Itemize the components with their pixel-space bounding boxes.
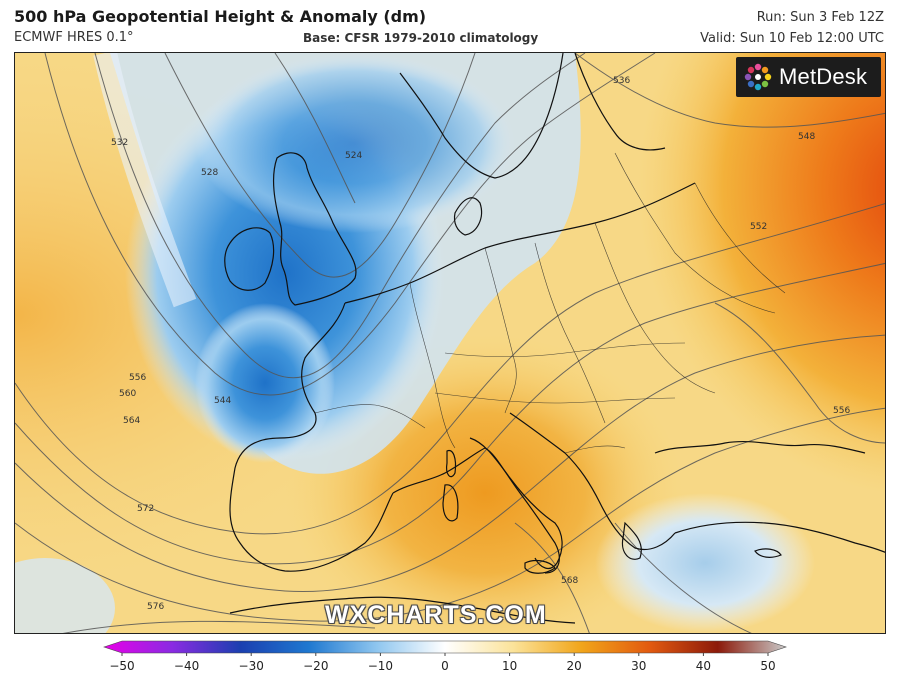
contour-label: 556	[129, 373, 146, 383]
contour-label: 532	[111, 138, 128, 148]
colorbar-tick-label: −30	[239, 659, 264, 673]
contour-label: 544	[214, 396, 231, 406]
contour-label: 564	[123, 416, 140, 426]
colorbar-tick-label: 30	[631, 659, 646, 673]
model-label: ECMWF HRES 0.1°	[14, 30, 134, 45]
contour-label: 536	[613, 76, 630, 86]
colorbar-tick-label: −20	[303, 659, 328, 673]
contour-label: 572	[137, 504, 154, 514]
contour-label: 576	[147, 602, 164, 612]
colorbar-tick-label: 20	[567, 659, 582, 673]
contour-label: 524	[345, 151, 362, 161]
contour-label: 528	[201, 168, 218, 178]
contour-label: 548	[798, 132, 815, 142]
chart-title: 500 hPa Geopotential Height & Anomaly (d…	[14, 7, 427, 26]
metdesk-starburst-icon	[744, 63, 772, 91]
climatology-base-label: Base: CFSR 1979-2010 climatology	[303, 31, 539, 45]
contour-label: 568	[561, 576, 578, 586]
coastlines	[224, 53, 885, 624]
wxcharts-watermark: WXCHARTS.COM	[325, 601, 547, 629]
colorbar: −50 −40 −30 −20 −10 0 10 20 30 40 50	[103, 640, 787, 673]
colorbar-tick-label: −40	[174, 659, 199, 673]
metdesk-logo-text: MetDesk	[779, 64, 868, 89]
colorbar-tick-label: 10	[502, 659, 517, 673]
colorbar-tick-label: 0	[441, 659, 449, 673]
colorbar-tick-label: −10	[368, 659, 393, 673]
colorbar-tick-label: −50	[109, 659, 134, 673]
metdesk-logo: MetDesk	[736, 57, 881, 97]
colorbar-gradient	[103, 640, 787, 654]
colorbar-tick-label: 40	[696, 659, 711, 673]
contour-label: 560	[119, 389, 136, 399]
height-contours	[15, 53, 885, 633]
valid-time-label: Valid: Sun 10 Feb 12:00 UTC	[700, 31, 884, 46]
contour-labels: 532 528 524 536 548 552 556 556 560 564 …	[111, 76, 850, 612]
contour-label: 552	[750, 222, 767, 232]
header: 500 hPa Geopotential Height & Anomaly (d…	[0, 0, 900, 52]
run-time-label: Run: Sun 3 Feb 12Z	[756, 10, 884, 25]
map-canvas: 532 528 524 536 548 552 556 556 560 564 …	[15, 53, 885, 633]
country-borders	[314, 152, 786, 454]
contour-label: 556	[833, 406, 850, 416]
anomaly-map[interactable]: 532 528 524 536 548 552 556 556 560 564 …	[14, 52, 886, 634]
colorbar-tick-label: 50	[760, 659, 775, 673]
